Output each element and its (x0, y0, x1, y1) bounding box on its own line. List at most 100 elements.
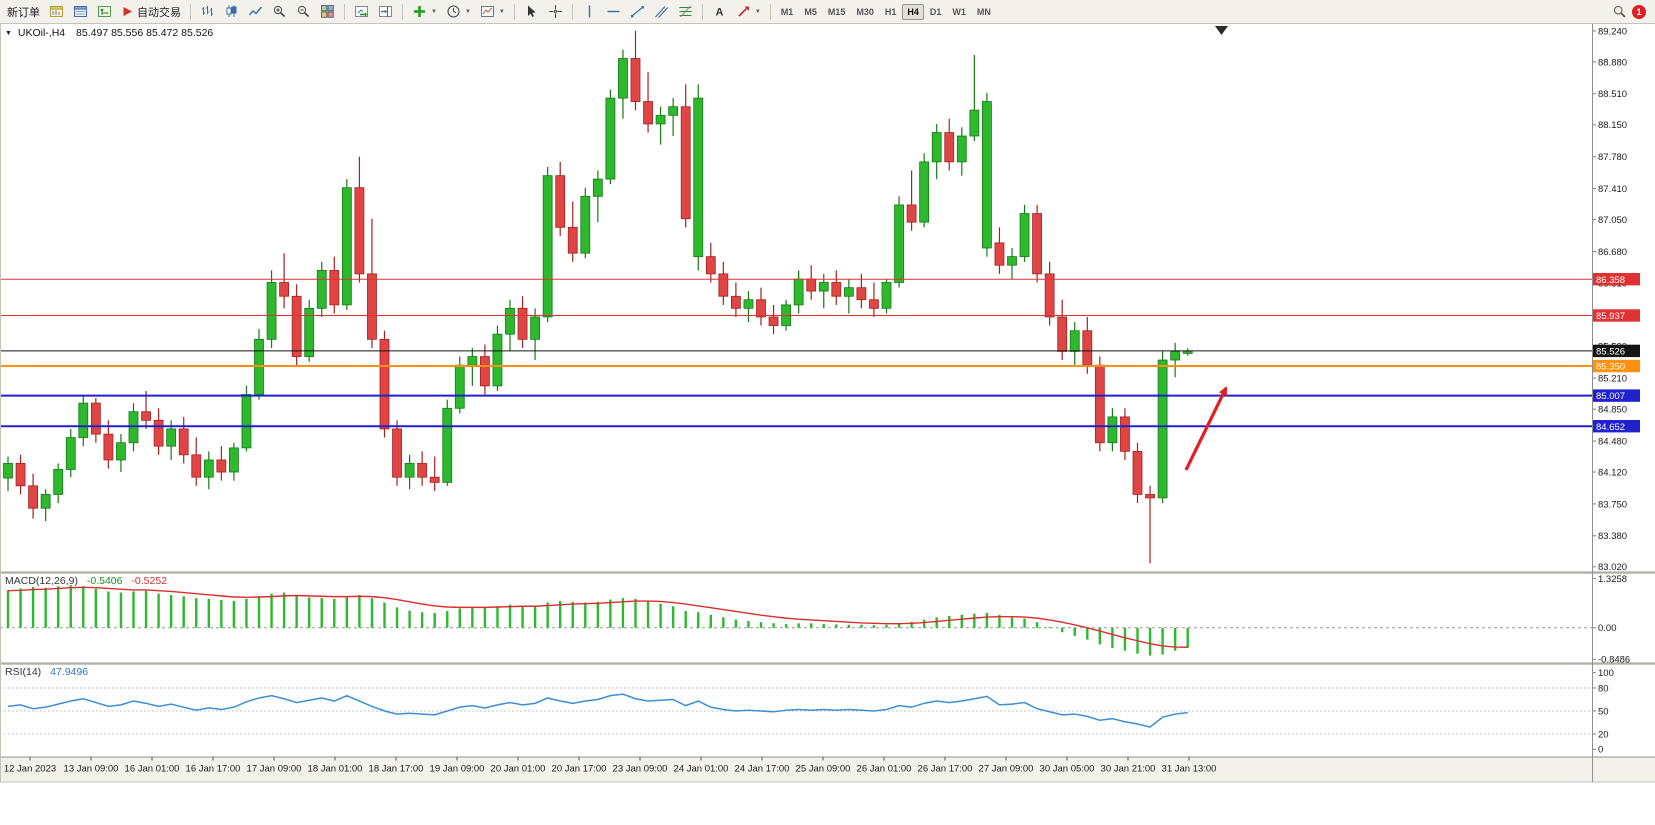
bars-chart-icon (200, 4, 215, 19)
time-tick-label: 20 Jan 01:00 (491, 764, 546, 775)
timeframe-mn-button[interactable]: MN (976, 6, 991, 17)
hline-icon (606, 4, 621, 19)
add-indicator-icon (412, 4, 427, 19)
crosshair-icon (548, 4, 563, 19)
fibonacci-button[interactable] (674, 0, 697, 23)
text-icon: A (712, 4, 727, 19)
timeframe-h1-button[interactable]: H1 (884, 6, 897, 17)
time-tick-label: 13 Jan 09:00 (64, 764, 119, 775)
time-tick-label: 23 Jan 09:00 (613, 764, 668, 775)
cursor-button[interactable] (520, 0, 543, 23)
macd-indicator-name: MACD(12,26,9) (5, 575, 78, 587)
price-tick-label: 84.850 (1598, 405, 1627, 416)
macd-panel-label: MACD(12,26,9) -0.5406 -0.5252 (5, 575, 167, 587)
price-tick-label: 84.120 (1598, 467, 1627, 478)
vline-icon (582, 4, 597, 19)
trend-arrow (1184, 386, 1228, 471)
channel-button[interactable] (650, 0, 673, 23)
price-tick-label: 88.150 (1598, 120, 1627, 131)
autotrade-button[interactable]: 自动交易 (117, 0, 185, 23)
price-line-flag-label: 85.350 (1596, 362, 1625, 373)
market-watch-button[interactable] (45, 0, 68, 23)
add-indicator-button[interactable]: ▼ (408, 0, 441, 23)
zoom-in-button[interactable] (268, 0, 291, 23)
time-tick-label: 30 Jan 21:00 (1101, 764, 1156, 775)
time-tick-label: 18 Jan 01:00 (308, 764, 363, 775)
vertical-line-button[interactable] (578, 0, 601, 23)
price-line-flag (1593, 359, 1640, 373)
time-tick-label: 16 Jan 01:00 (125, 764, 180, 775)
line-chart-icon (248, 4, 263, 19)
chart-shift-button[interactable] (374, 0, 397, 23)
candles-chart-button[interactable] (220, 0, 243, 23)
data-window-button[interactable] (69, 0, 92, 23)
rsi-scale-label: 100 (1598, 668, 1614, 679)
periods-button[interactable]: ▼ (442, 0, 475, 23)
timeframe-d1-button[interactable]: D1 (929, 6, 942, 17)
timeframe-w1-button[interactable]: W1 (952, 6, 966, 17)
timeframe-h4-button[interactable]: H4 (902, 3, 924, 20)
time-tick-label: 16 Jan 17:00 (186, 764, 241, 775)
line-chart-button[interactable] (244, 0, 267, 23)
chart-shift-marker-icon (1215, 26, 1228, 35)
magnifier-icon[interactable] (1612, 4, 1627, 19)
tile-windows-icon (320, 4, 335, 19)
toolbar-separator (701, 3, 703, 20)
price-tick-label: 85.210 (1598, 374, 1627, 385)
price-line-flag-label: 85.937 (1596, 311, 1625, 322)
arrow-shape-icon (736, 4, 751, 19)
toolbar-separator (402, 3, 403, 20)
price-line-flag-label: 85.007 (1596, 391, 1625, 402)
timeframe-m15-button[interactable]: M15 (827, 6, 846, 17)
crosshair-button[interactable] (544, 0, 567, 23)
cursor-icon (524, 4, 539, 19)
time-axis[interactable]: 12 Jan 2023 13 Jan 09:00 16 Jan 01:00 16 Ja… (4, 757, 1217, 775)
notification-badge[interactable]: 1 (1632, 4, 1646, 19)
text-tool-button[interactable]: A (708, 0, 731, 23)
price-line-flag-label: 84.652 (1596, 422, 1625, 433)
arrows-tool-button[interactable]: ▼ (732, 0, 765, 23)
panel-borders[interactable] (0, 24, 1655, 783)
timeframe-m30-button[interactable]: M30 (856, 6, 874, 17)
price-tick-label: 86.680 (1598, 247, 1627, 258)
time-tick-label: 24 Jan 01:00 (674, 764, 729, 775)
macd-scale-label: 0.00 (1598, 623, 1617, 634)
price-scale[interactable]: 89.240 88.880 88.510 88.150 87.780 87.410 87.0… (1592, 26, 1640, 573)
bars-chart-button[interactable] (196, 0, 219, 23)
rsi-line (7, 693, 1188, 728)
time-tick-label: 24 Jan 17:00 (735, 764, 790, 775)
chart-background (0, 757, 1655, 825)
trendline-button[interactable] (626, 0, 649, 23)
price-tick-label: 84.480 (1598, 436, 1627, 447)
market-watch-icon (49, 4, 64, 19)
auto-scroll-icon (354, 4, 369, 19)
tile-windows-button[interactable] (316, 0, 339, 23)
timeframe-m5-button[interactable]: M5 (804, 6, 817, 17)
price-line-flag (1593, 344, 1640, 358)
zoom-out-button[interactable] (292, 0, 315, 23)
timeframe-m1-button[interactable]: M1 (780, 6, 794, 17)
horizontal-price-lines[interactable] (0, 278, 1592, 428)
rsi-scale-label: 80 (1598, 683, 1609, 694)
price-line-flag (1593, 419, 1640, 433)
navigator-icon (97, 4, 112, 19)
price-line-flag (1593, 389, 1640, 402)
new-order-button[interactable]: 新订单 (3, 0, 44, 23)
price-line-flag-label: 85.526 (1596, 346, 1625, 357)
templates-button[interactable]: ▼ (476, 0, 509, 23)
price-tick-label: 83.380 (1598, 531, 1627, 542)
horizontal-line-button[interactable] (602, 0, 625, 23)
dropdown-caret-icon: ▼ (498, 8, 505, 15)
price-tick-label: 83.020 (1598, 562, 1627, 573)
symbol-timeframe-label: UKOil-,H4 (17, 27, 66, 39)
annotations[interactable] (1184, 26, 1228, 471)
navigator-button[interactable] (93, 0, 116, 23)
auto-scroll-button[interactable] (350, 0, 373, 23)
chart-context-icon[interactable]: ▼ (5, 30, 12, 37)
time-tick-label: 31 Jan 13:00 (1162, 764, 1217, 775)
rsi-current-value: 47.9496 (50, 666, 89, 678)
rsi-scale-label: 20 (1598, 729, 1609, 740)
channel-icon (654, 4, 669, 19)
template-icon (480, 4, 495, 19)
